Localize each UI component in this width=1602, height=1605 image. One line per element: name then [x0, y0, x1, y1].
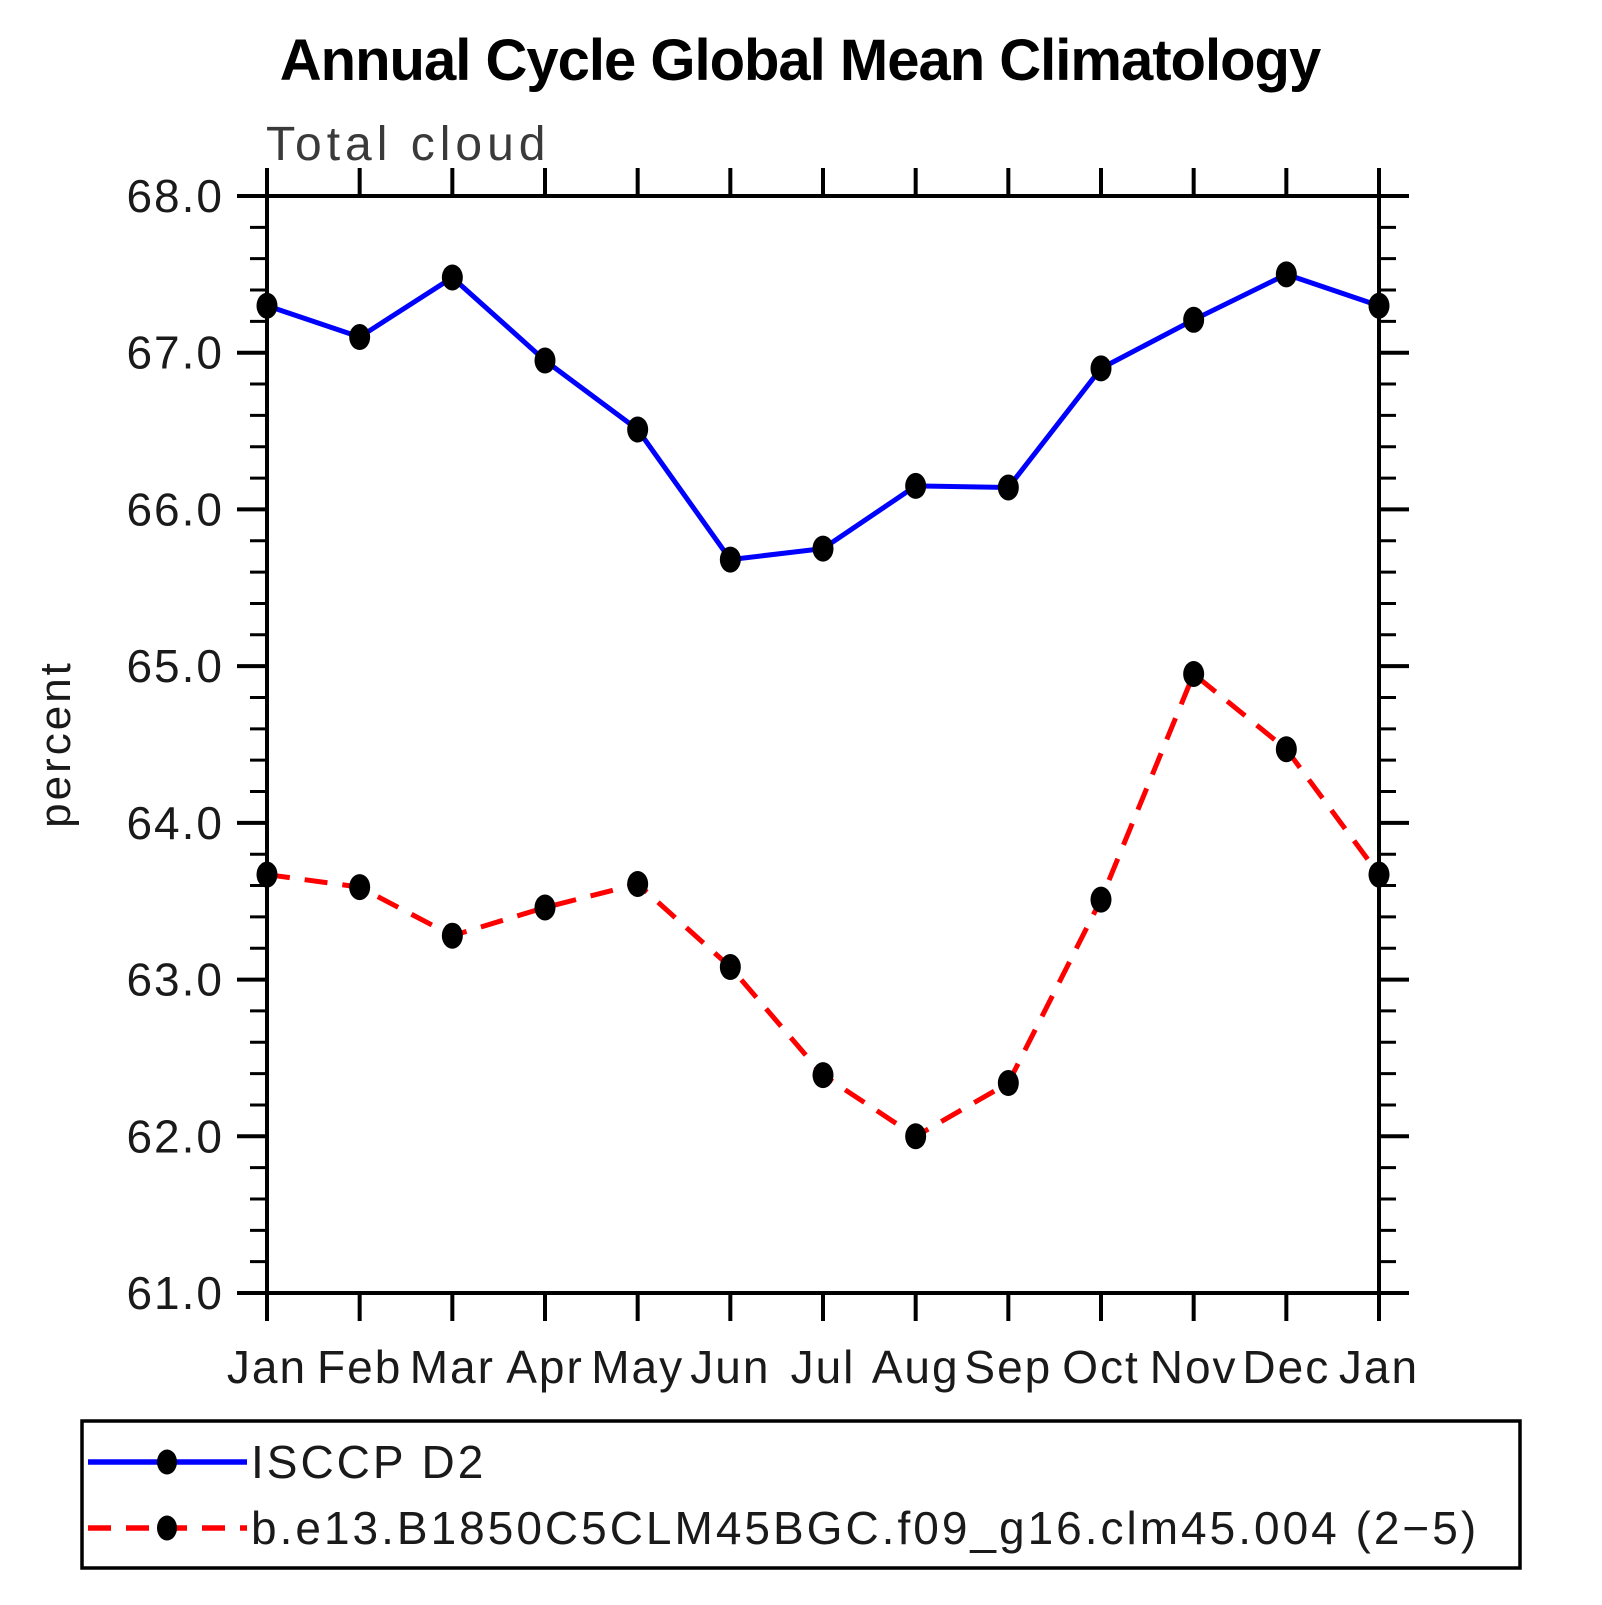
- data-point-marker: [441, 922, 463, 949]
- data-point-marker: [627, 416, 649, 443]
- data-point-marker: [812, 535, 834, 562]
- legend-item-model-run: b.e13.B1850C5CLM45BGC.f09_g16.clm45.004 …: [88, 1502, 1479, 1554]
- data-point-marker: [441, 264, 463, 291]
- axis-ticks: [237, 168, 1409, 1321]
- x-tick-label: Feb: [317, 1341, 402, 1393]
- y-tick-label: 62.0: [126, 1110, 224, 1162]
- data-point-marker: [812, 1062, 834, 1089]
- data-point-marker: [534, 347, 556, 374]
- data-point-marker: [1275, 736, 1297, 763]
- data-point-marker: [905, 472, 927, 499]
- series-isccp-line: [256, 261, 1390, 573]
- data-point-marker: [905, 1123, 927, 1150]
- y-tick-label: 68.0: [126, 170, 224, 222]
- y-axis-label: percent: [31, 660, 80, 828]
- x-tick-label: Mar: [410, 1341, 495, 1393]
- x-tick-label: Nov: [1150, 1341, 1238, 1393]
- data-point-marker: [349, 874, 371, 901]
- data-point-marker: [1090, 886, 1112, 913]
- data-point-marker: [1275, 261, 1297, 288]
- data-point-marker: [997, 1070, 1019, 1097]
- legend: ISCCP D2 b.e13.B1850C5CLM45BGC.f09_g16.c…: [80, 1419, 1522, 1570]
- x-tick-label: Oct: [1062, 1341, 1140, 1393]
- legend-label-isccp-d2: ISCCP D2: [251, 1436, 486, 1488]
- chart-subtitle: Total cloud: [266, 118, 550, 171]
- data-point-marker: [1090, 355, 1112, 382]
- y-tick-label: 61.0: [126, 1267, 224, 1319]
- data-point-marker: [349, 324, 371, 351]
- series-line: [266, 271, 1380, 563]
- plot-frame: [265, 194, 1381, 1295]
- x-tick-label: Jul: [791, 1341, 856, 1393]
- y-tick-label: 67.0: [126, 327, 224, 379]
- x-tick-label: Apr: [506, 1341, 584, 1393]
- x-tick-label: Jan: [227, 1341, 307, 1393]
- x-tick-label: Jun: [690, 1341, 770, 1393]
- plot-series: [256, 261, 1390, 1150]
- y-tick-label: 63.0: [126, 954, 224, 1006]
- data-point-marker: [1183, 660, 1205, 687]
- data-point-marker: [627, 870, 649, 897]
- data-point-marker: [997, 474, 1019, 501]
- data-point-marker: [1183, 306, 1205, 333]
- legend-box: [80, 1419, 1522, 1570]
- data-point-marker: [534, 894, 556, 921]
- y-tick-label: 64.0: [126, 797, 224, 849]
- y-tick-label: 66.0: [126, 483, 224, 535]
- chart-title: Annual Cycle Global Mean Climatology: [280, 28, 1321, 93]
- legend-marker-dot-icon: [157, 1515, 177, 1541]
- series-model-line: [256, 660, 1390, 1150]
- x-tick-label: Jan: [1339, 1341, 1419, 1393]
- x-tick-label: Dec: [1242, 1341, 1330, 1393]
- data-point-marker: [719, 954, 741, 981]
- x-tick-label: Sep: [964, 1341, 1052, 1393]
- legend-marker-dot-icon: [157, 1449, 177, 1475]
- x-tick-label: Aug: [872, 1341, 960, 1393]
- y-tick-label: 65.0: [126, 640, 224, 692]
- legend-label-model-run: b.e13.B1850C5CLM45BGC.f09_g16.clm45.004 …: [251, 1502, 1479, 1554]
- x-tick-label: May: [591, 1341, 684, 1393]
- data-point-marker: [719, 546, 741, 573]
- legend-item-isccp-d2: ISCCP D2: [88, 1436, 486, 1488]
